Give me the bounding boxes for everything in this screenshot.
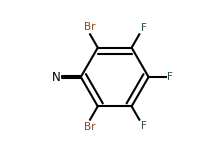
Text: F: F	[141, 23, 146, 33]
Text: F: F	[167, 72, 173, 82]
Text: Br: Br	[84, 22, 96, 32]
Text: F: F	[141, 121, 146, 131]
Text: N: N	[52, 71, 61, 83]
Text: Br: Br	[84, 122, 96, 132]
